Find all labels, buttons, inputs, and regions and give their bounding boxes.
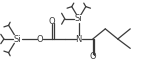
Text: Si: Si xyxy=(75,14,83,23)
Text: O: O xyxy=(49,17,56,26)
Text: O: O xyxy=(90,52,96,61)
Text: N: N xyxy=(76,34,82,44)
Text: O: O xyxy=(37,34,43,44)
Text: Si: Si xyxy=(13,34,21,44)
